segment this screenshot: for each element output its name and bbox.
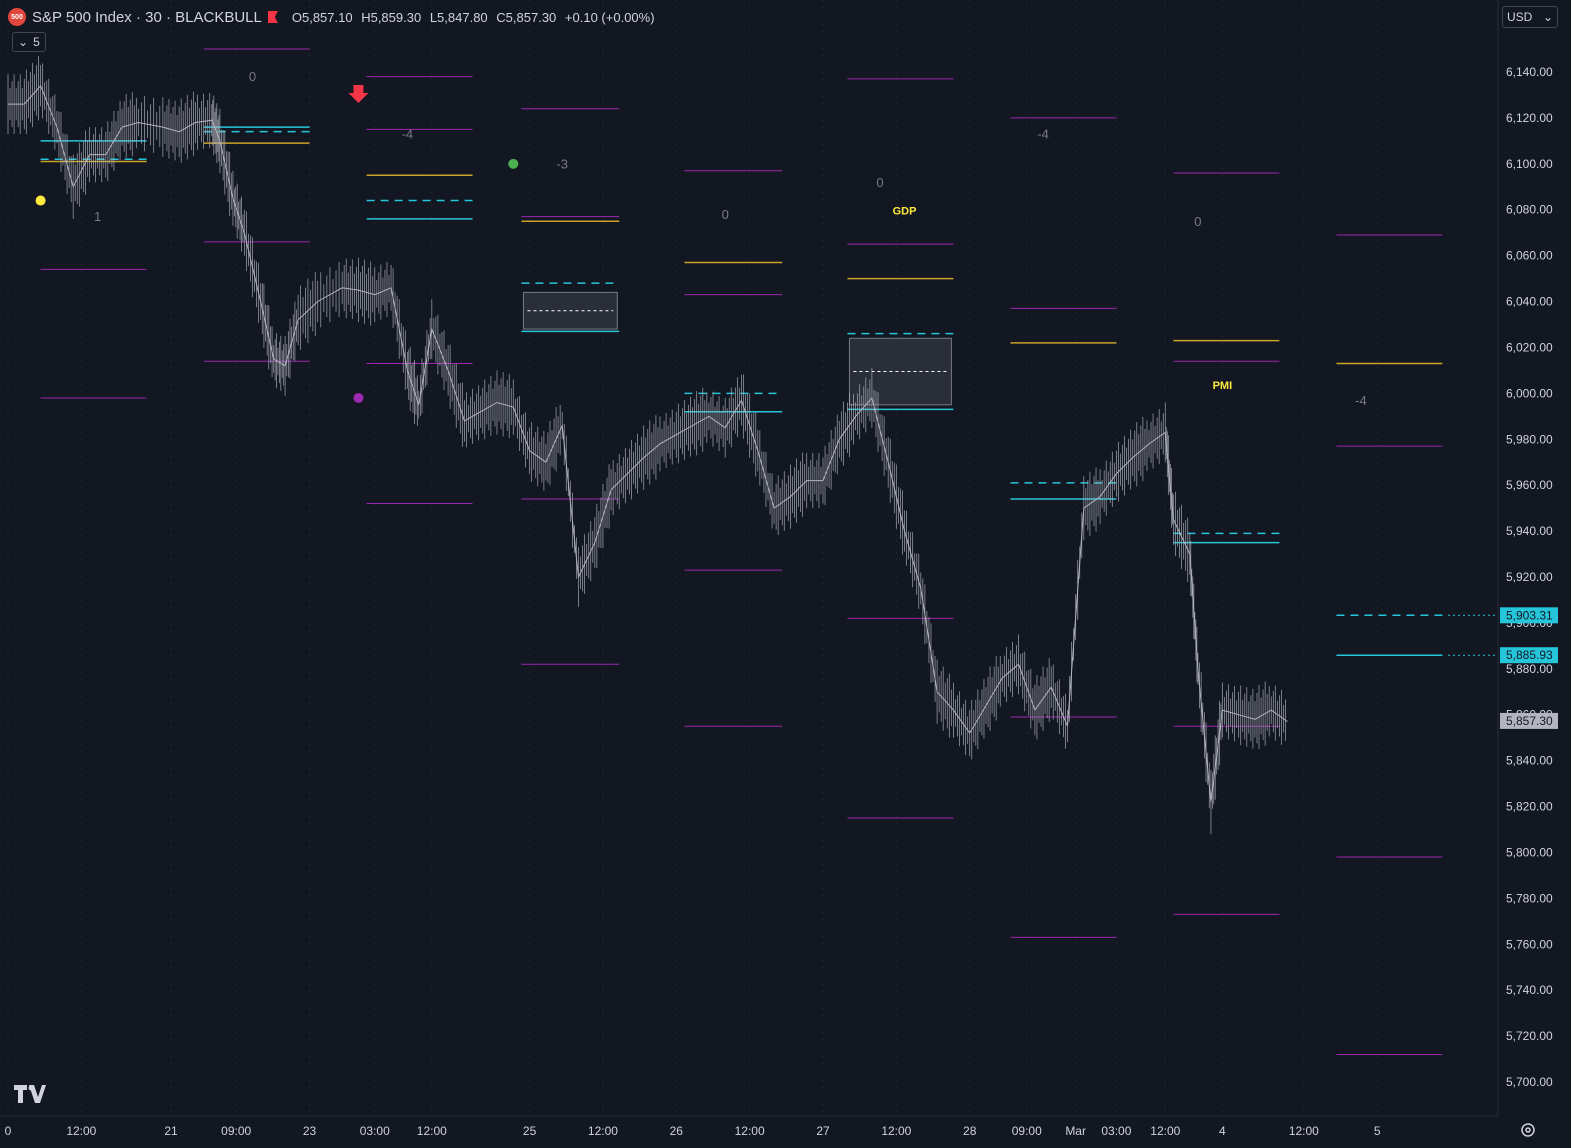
price-axis-tick-label: 5,780.00 xyxy=(1506,891,1553,905)
time-axis-tick-label: Mar xyxy=(1065,1124,1086,1138)
price-axis-tick-label: 6,000.00 xyxy=(1506,386,1553,400)
signal-dot-marker xyxy=(508,158,519,169)
signal-dot-marker xyxy=(35,195,46,206)
low-value: L5,847.80 xyxy=(429,9,488,25)
ohlc-readout: O5,857.10 H5,859.30 L5,847.80 C5,857.30 … xyxy=(292,10,660,25)
session-score-label: 0 xyxy=(1194,214,1201,229)
currency-label: USD xyxy=(1507,10,1533,24)
indicators-toggle-button[interactable]: ⌄ 5 xyxy=(12,32,46,52)
price-axis-tick-label: 5,760.00 xyxy=(1506,937,1553,951)
time-axis-tick-label: 12:00 xyxy=(1150,1124,1180,1138)
session-score-label: 0 xyxy=(722,207,729,222)
time-axis-tick-label: 12:00 xyxy=(66,1124,96,1138)
indicator-count: 5 xyxy=(33,35,40,49)
price-axis-tick-label: 5,700.00 xyxy=(1506,1075,1553,1089)
session-score-label: 0 xyxy=(876,175,883,190)
time-axis-tick-label: 09:00 xyxy=(1012,1124,1042,1138)
price-axis-tick-label: 5,820.00 xyxy=(1506,800,1553,814)
session-score-label: 0 xyxy=(249,69,256,84)
time-axis-tick-label: 03:00 xyxy=(1101,1124,1131,1138)
price-axis-tick-label: 5,960.00 xyxy=(1506,478,1553,492)
price-axis-tick-label: 6,120.00 xyxy=(1506,111,1553,125)
last-price-box xyxy=(1500,712,1558,729)
session-range-box xyxy=(848,337,952,406)
price-axis-tick-label: 5,740.00 xyxy=(1506,983,1553,997)
time-axis-tick-label: 12:00 xyxy=(417,1124,447,1138)
time-axis-tick-label: 25 xyxy=(523,1124,537,1138)
time-axis-tick-label: 4 xyxy=(1219,1124,1226,1138)
event-label: GDP xyxy=(893,205,917,217)
price-axis-tick-label: 5,980.00 xyxy=(1506,432,1553,446)
price-tag-box xyxy=(1500,647,1558,664)
signal-dot-marker xyxy=(353,392,364,403)
session-score-label: -4 xyxy=(402,127,414,142)
chart-header: 500 S&P 500 Index · 30 · BLACKBULL O5,85… xyxy=(8,6,660,28)
price-tag-label: 5,903.31 xyxy=(1506,608,1553,622)
gear-icon[interactable] xyxy=(1518,1120,1538,1140)
price-axis-tick-label: 6,040.00 xyxy=(1506,295,1553,309)
time-axis-tick-label: 03:00 xyxy=(360,1124,390,1138)
chevron-down-icon: ⌄ xyxy=(18,35,29,49)
time-axis-tick-label: 23 xyxy=(303,1124,317,1138)
time-axis-tick-label: 0 xyxy=(5,1124,12,1138)
time-axis-tick-label: 5 xyxy=(1374,1124,1381,1138)
time-axis-tick-label: 28 xyxy=(963,1124,977,1138)
time-axis-tick-label: 12:00 xyxy=(1289,1124,1319,1138)
sell-arrow-icon xyxy=(348,84,369,103)
change-value: +0.10 (+0.00%) xyxy=(564,9,655,25)
price-axis-tick-label: 5,720.00 xyxy=(1506,1029,1553,1043)
price-axis-tick-label: 6,020.00 xyxy=(1506,340,1553,354)
currency-select[interactable]: USD ⌄ xyxy=(1502,6,1558,28)
open-value: O5,857.10 xyxy=(291,9,353,25)
time-axis-tick-label: 21 xyxy=(164,1124,178,1138)
chevron-down-icon: ⌄ xyxy=(1542,10,1553,24)
flag-icon[interactable] xyxy=(267,11,278,23)
price-axis-tick-label: 5,800.00 xyxy=(1506,845,1553,859)
time-axis-tick-label: 12:00 xyxy=(588,1124,618,1138)
last-price-label: 5,857.30 xyxy=(1506,714,1553,728)
session-score-label: -4 xyxy=(1037,127,1049,142)
price-axis-tick-label: 6,140.00 xyxy=(1506,65,1553,79)
price-axis-tick-label: 5,940.00 xyxy=(1506,524,1553,538)
price-axis-tick-label: 5,840.00 xyxy=(1506,754,1553,768)
time-axis-tick-label: 12:00 xyxy=(735,1124,765,1138)
price-axis-tick-label: 5,920.00 xyxy=(1506,570,1553,584)
symbol-badge[interactable]: 500 xyxy=(8,8,26,26)
price-axis-tick-label: 6,100.00 xyxy=(1506,157,1553,171)
time-axis-tick-label: 27 xyxy=(816,1124,830,1138)
symbol-title[interactable]: S&P 500 Index · 30 · BLACKBULL xyxy=(32,8,262,26)
close-value: C5,857.30 xyxy=(496,9,557,25)
price-tag-box xyxy=(1500,607,1558,624)
event-label: PMI xyxy=(1213,380,1233,392)
price-tag-label: 5,885.93 xyxy=(1506,648,1553,662)
session-score-label: -3 xyxy=(556,156,568,171)
time-axis-tick-label: 26 xyxy=(670,1124,684,1138)
price-axis-tick-label: 6,080.00 xyxy=(1506,203,1553,217)
session-score-label: 1 xyxy=(94,209,101,224)
time-axis-tick-label: 09:00 xyxy=(221,1124,251,1138)
price-axis-tick-label: 6,060.00 xyxy=(1506,249,1553,263)
price-axis-tick-label: 5,880.00 xyxy=(1506,662,1553,676)
tradingview-logo-icon[interactable] xyxy=(14,1085,46,1103)
session-score-label: -4 xyxy=(1355,393,1367,408)
high-value: H5,859.30 xyxy=(361,9,422,25)
time-axis-tick-label: 12:00 xyxy=(881,1124,911,1138)
